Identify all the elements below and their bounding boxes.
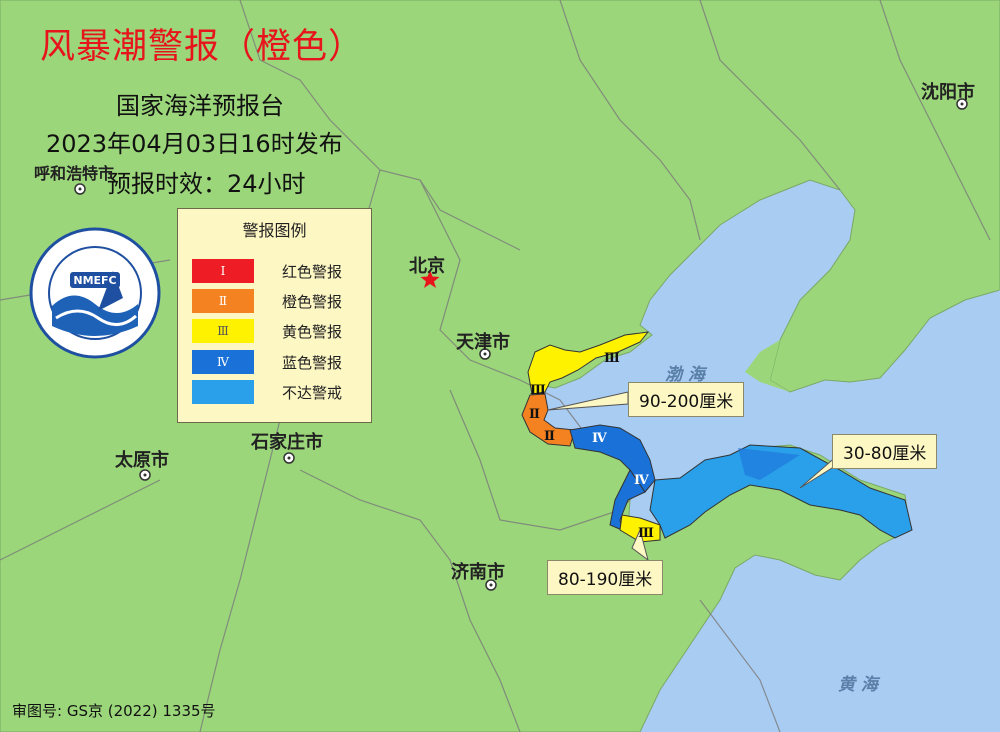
legend-title: 警报图例 bbox=[242, 221, 307, 240]
callout-south: 80-190厘米 bbox=[547, 560, 664, 595]
zone-label-1: Ⅲ bbox=[604, 351, 620, 366]
legend-item-below-threshold: 不达警戒 bbox=[192, 380, 362, 404]
issued-time: 2023年04月03日16时发布 bbox=[46, 130, 343, 158]
callout-north: 90-200厘米 bbox=[628, 382, 745, 417]
zone-label-4: Ⅱ bbox=[544, 429, 555, 444]
beijing-capital-star bbox=[420, 270, 440, 288]
legend-label-red: 红色警报 bbox=[282, 263, 343, 281]
korea-coast bbox=[955, 290, 1000, 430]
validity-label: 预报时效：24小时 bbox=[107, 170, 306, 198]
legend-item-blue: Ⅳ 蓝色警报 bbox=[192, 350, 362, 374]
sea-label-huanghai: 黄 海 bbox=[838, 675, 881, 695]
legend-swatch-red: Ⅰ bbox=[192, 259, 254, 283]
zone-label-6: Ⅳ bbox=[634, 473, 649, 488]
legend-item-orange: Ⅱ 橙色警报 bbox=[192, 289, 362, 313]
legend-label-blue: 蓝色警报 bbox=[282, 354, 343, 372]
warning-title: 风暴潮警报（橙色） bbox=[40, 27, 365, 67]
sea-label-bohai: 渤 海 bbox=[665, 365, 708, 385]
city-taiyuan: 太原市 bbox=[115, 450, 169, 471]
legend-swatch-blue: Ⅳ bbox=[192, 350, 254, 374]
legend-swatch-below-threshold bbox=[192, 380, 254, 404]
zone-label-2: Ⅲ bbox=[530, 383, 546, 398]
issuer-label: 国家海洋预报台 bbox=[116, 92, 284, 120]
liaodong-peninsula bbox=[745, 340, 790, 392]
city-hohhot: 呼和浩特市 bbox=[34, 164, 115, 183]
svg-text:NMEFC: NMEFC bbox=[73, 274, 116, 287]
legend-item-yellow: Ⅲ 黄色警报 bbox=[192, 319, 362, 343]
legend-swatch-yellow: Ⅲ bbox=[192, 319, 254, 343]
city-shenyang: 沈阳市 bbox=[921, 82, 975, 103]
legend-label-yellow: 黄色警报 bbox=[282, 323, 343, 341]
legend-label-orange: 橙色警报 bbox=[282, 293, 343, 311]
nmefc-logo: NMEFC bbox=[28, 226, 162, 360]
legend-swatch-orange: Ⅱ bbox=[192, 289, 254, 313]
legend-label-below-threshold: 不达警戒 bbox=[282, 384, 343, 402]
zone-label-7: Ⅲ bbox=[638, 526, 654, 541]
zone-label-3: Ⅱ bbox=[529, 407, 540, 422]
city-tianjin: 天津市 bbox=[456, 332, 510, 353]
legend-item-red: Ⅰ 红色警报 bbox=[192, 259, 362, 283]
city-shijiazhuang: 石家庄市 bbox=[251, 432, 323, 453]
zone-label-5: Ⅳ bbox=[592, 431, 607, 446]
city-jinan: 济南市 bbox=[451, 562, 505, 583]
map-approval-number: 审图号: GS京 (2022) 1335号 bbox=[12, 702, 216, 720]
legend-panel: 警报图例 Ⅰ 红色警报 Ⅱ 橙色警报 Ⅲ 黄色警报 Ⅳ 蓝色警报 不达警戒 bbox=[177, 208, 372, 423]
callout-east: 30-80厘米 bbox=[832, 434, 938, 469]
city-beijing: 北京 bbox=[409, 256, 445, 277]
warning-zones bbox=[521, 331, 913, 543]
